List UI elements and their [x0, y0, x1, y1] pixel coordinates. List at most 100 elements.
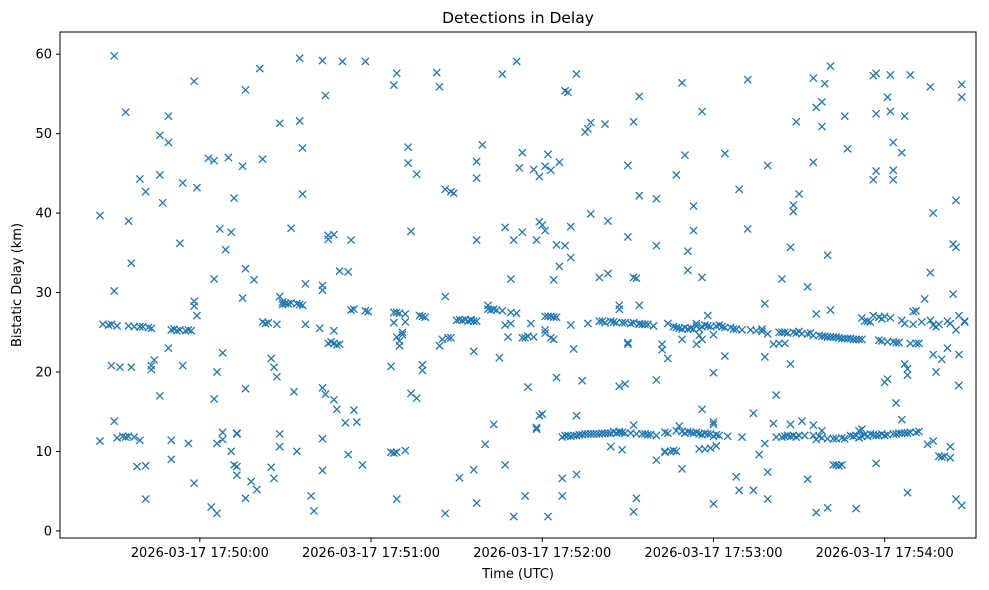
data-point-marker	[352, 417, 361, 427]
data-point-marker	[640, 320, 650, 329]
data-point-marker	[857, 425, 866, 434]
data-point-marker	[809, 74, 818, 83]
data-point-marker	[757, 327, 767, 336]
data-point-marker	[247, 477, 256, 486]
data-point-marker	[566, 321, 575, 330]
data-point-marker	[786, 243, 795, 252]
data-point-marker	[720, 149, 729, 158]
data-point-marker	[951, 243, 961, 252]
data-point-marker	[389, 81, 398, 90]
data-point-marker	[418, 312, 427, 321]
data-point-marker	[695, 331, 704, 340]
data-point-marker	[652, 194, 661, 203]
data-point-marker	[309, 506, 319, 516]
data-point-marker	[600, 120, 610, 129]
data-point-marker	[469, 317, 478, 326]
data-point-marker	[609, 317, 618, 326]
data-point-marker	[635, 301, 644, 310]
data-point-marker	[446, 333, 456, 342]
data-point-marker	[615, 382, 624, 391]
data-point-marker	[603, 429, 612, 438]
data-point-marker	[566, 253, 575, 262]
data-point-marker	[135, 174, 144, 184]
data-point-marker	[121, 433, 130, 442]
data-point-marker	[914, 427, 923, 436]
x-axis-ticks: 2026-03-17 17:50:00 2026-03-17 17:51:00 20…	[131, 538, 954, 561]
data-point-marker	[130, 433, 139, 442]
data-point-marker	[444, 333, 453, 342]
data-point-marker	[826, 305, 835, 315]
data-point-marker	[629, 273, 638, 282]
data-point-marker	[526, 319, 535, 328]
data-point-marker	[318, 383, 327, 392]
data-point-marker	[809, 421, 818, 430]
data-point-marker	[392, 448, 401, 457]
data-point-marker	[672, 447, 681, 456]
data-point-marker	[652, 375, 661, 384]
data-point-marker	[749, 409, 758, 418]
data-point-marker	[113, 433, 122, 442]
data-point-marker	[432, 68, 441, 77]
data-point-marker	[880, 431, 889, 440]
data-point-marker	[606, 442, 615, 451]
data-point-marker	[749, 486, 758, 495]
data-point-marker	[261, 319, 270, 328]
data-point-marker	[121, 108, 130, 117]
data-point-marker	[951, 495, 961, 504]
data-point-marker	[141, 461, 150, 470]
data-point-marker	[735, 185, 744, 194]
data-point-marker	[717, 322, 727, 331]
data-point-marker	[269, 474, 279, 483]
data-point-marker	[743, 224, 752, 234]
data-point-marker	[212, 509, 222, 518]
data-point-marker	[172, 326, 182, 335]
data-point-marker	[541, 226, 550, 235]
data-point-marker	[398, 328, 407, 337]
data-point-marker	[700, 321, 709, 330]
data-point-marker	[147, 324, 156, 333]
data-point-marker	[720, 352, 729, 361]
y-tick-label: 0	[44, 524, 52, 539]
data-point-marker	[347, 305, 356, 315]
data-point-marker	[763, 495, 772, 504]
data-point-marker	[210, 156, 219, 165]
data-point-marker	[398, 330, 407, 339]
data-point-marker	[135, 322, 144, 331]
data-point-marker	[455, 473, 464, 482]
data-point-marker	[635, 92, 644, 101]
data-point-marker	[869, 175, 878, 184]
data-point-marker	[678, 335, 687, 344]
data-point-marker	[832, 332, 841, 342]
data-point-marker	[535, 172, 544, 181]
data-point-marker	[164, 138, 173, 147]
data-point-marker	[212, 439, 222, 448]
data-point-marker	[192, 311, 202, 320]
data-point-marker	[595, 273, 604, 282]
data-point-marker	[364, 307, 373, 316]
data-point-marker	[329, 395, 339, 404]
data-point-marker	[227, 447, 236, 456]
y-axis-label: Bistatic Delay (km)	[10, 223, 25, 347]
data-point-marker	[800, 431, 809, 440]
data-point-marker	[435, 341, 444, 350]
y-tick-label: 20	[35, 365, 52, 380]
data-point-marker	[760, 352, 769, 361]
data-point-marker	[820, 79, 829, 88]
y-tick-label: 30	[35, 286, 52, 301]
data-point-marker	[404, 143, 413, 152]
data-point-marker	[113, 321, 122, 330]
data-point-marker	[866, 429, 875, 438]
data-point-marker	[284, 299, 293, 308]
data-point-marker	[132, 462, 142, 471]
data-point-marker	[569, 344, 578, 354]
data-point-marker	[506, 274, 515, 284]
scatter-series	[95, 51, 969, 521]
data-point-marker	[329, 326, 339, 335]
data-point-marker	[951, 325, 961, 334]
data-point-marker	[735, 486, 744, 495]
data-point-marker	[903, 488, 912, 497]
data-point-marker	[264, 318, 273, 327]
data-point-marker	[110, 286, 119, 296]
data-point-marker	[275, 442, 284, 451]
data-point-marker	[167, 455, 176, 464]
